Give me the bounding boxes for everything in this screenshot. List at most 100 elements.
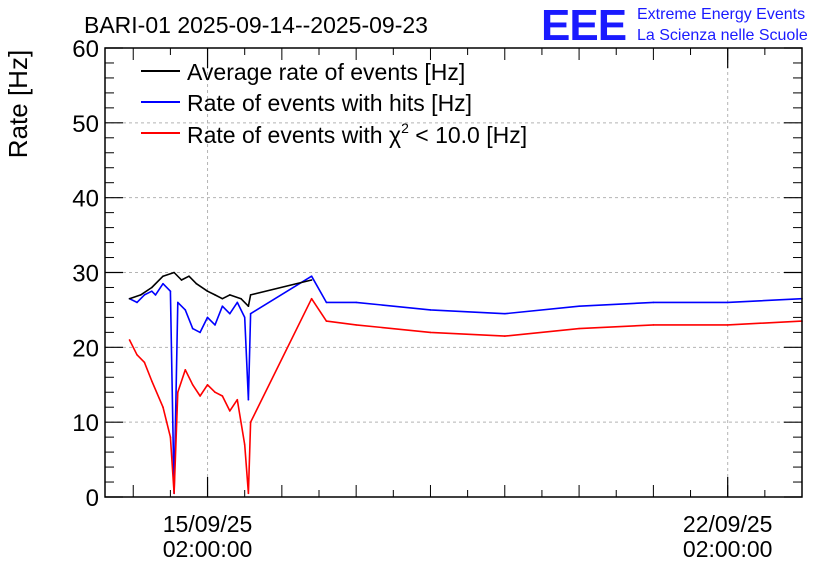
data-point [325, 301, 328, 304]
y-tick-label: 20 [72, 335, 99, 362]
x-tick-date: 15/09/25 [163, 511, 253, 537]
data-point [229, 410, 231, 412]
logo-line-1: Extreme Energy Events [637, 6, 805, 23]
data-point [325, 320, 328, 322]
data-point [162, 406, 164, 409]
data-point [199, 331, 201, 334]
logo-line-2: La Scienza nelle Scuole [637, 27, 808, 44]
series-layer [128, 271, 803, 495]
data-point [243, 316, 246, 319]
data-point [229, 294, 231, 296]
grid [105, 48, 802, 497]
data-point [151, 286, 153, 289]
data-point [214, 324, 216, 326]
data-point [151, 380, 153, 382]
y-axis-label: Rate [Hz] [3, 50, 33, 158]
data-point [143, 294, 146, 296]
legend-chi2-suffix: < 10.0 [Hz] [409, 122, 527, 148]
data-point [191, 327, 194, 330]
data-point [169, 436, 172, 438]
data-point [652, 324, 655, 326]
data-point [310, 275, 313, 278]
data-point [236, 398, 239, 401]
data-point [355, 301, 358, 304]
data-point [247, 492, 250, 495]
data-point [229, 312, 231, 315]
data-point [177, 301, 179, 304]
data-point [162, 282, 164, 285]
x-tick-date: 22/09/25 [683, 511, 773, 537]
data-point [355, 324, 358, 326]
y-tick-label: 60 [72, 36, 99, 63]
plot-frame [104, 47, 803, 498]
data-point [173, 271, 175, 274]
series-chi2 [128, 297, 803, 495]
y-tick-label: 30 [72, 261, 99, 288]
data-point [247, 305, 250, 308]
legend-chi2-label: Rate of events with χ2 < 10.0 [Hz] [187, 120, 527, 148]
data-point [429, 309, 432, 311]
data-point [151, 290, 153, 293]
legend-chi2-prefix: Rate of events with [187, 122, 389, 148]
data-point [191, 384, 194, 386]
data-point [143, 361, 146, 364]
data-point [162, 275, 164, 278]
data-point [199, 395, 201, 397]
data-point [249, 294, 252, 296]
data-point [128, 297, 131, 300]
data-point [206, 290, 209, 293]
data-point [214, 391, 216, 394]
data-point [504, 312, 506, 315]
data-point [136, 301, 138, 304]
data-point [429, 331, 432, 334]
legend-chi2-symbol: χ [389, 122, 401, 148]
y-tick-label: 10 [72, 410, 99, 437]
data-point [726, 324, 729, 326]
legend-chi2-superscript: 2 [401, 120, 409, 136]
data-point [652, 301, 655, 304]
data-point [206, 384, 209, 386]
data-point [184, 309, 187, 311]
x-tick-time: 02:00:00 [683, 536, 773, 562]
series-line-chi2 [128, 297, 803, 495]
data-point [195, 282, 198, 285]
x-tick-time: 02:00:00 [163, 536, 253, 562]
series-average [128, 271, 313, 308]
data-point [240, 297, 242, 300]
data-point [184, 369, 187, 371]
y-tick-label: 40 [72, 186, 99, 213]
legend-hits-label: Rate of events with hits [Hz] [187, 90, 472, 116]
data-point [236, 301, 239, 304]
data-point [578, 305, 580, 308]
data-point [243, 443, 246, 446]
data-point [206, 316, 209, 319]
legend-average-label: Average rate of events [Hz] [187, 59, 465, 85]
y-tick-label: 0 [86, 485, 99, 512]
data-point [188, 275, 190, 278]
data-point [180, 279, 183, 281]
data-point [504, 335, 506, 337]
eee-logo: EEE [541, 1, 626, 50]
data-point [177, 391, 179, 394]
data-point [310, 297, 313, 300]
y-tick-label: 50 [72, 111, 99, 138]
data-point [154, 294, 157, 296]
data-point [139, 294, 142, 296]
tick-labels: 010203040506015/09/2502:00:0022/09/2502:… [72, 36, 772, 562]
data-point [128, 339, 131, 341]
data-point [221, 395, 224, 397]
data-point [136, 354, 138, 356]
legend: Average rate of events [Hz] Rate of even… [141, 59, 527, 148]
data-point [249, 312, 252, 315]
chart-title: BARI-01 2025-09-14--2025-09-23 [84, 12, 428, 38]
data-point [221, 305, 224, 308]
series-line-average [129, 271, 312, 308]
data-point [726, 301, 729, 304]
data-point [310, 279, 313, 281]
data-point [169, 290, 172, 293]
data-point [249, 421, 252, 424]
data-point [578, 327, 580, 330]
data-point [247, 398, 250, 401]
series-line-hits [129, 275, 803, 495]
